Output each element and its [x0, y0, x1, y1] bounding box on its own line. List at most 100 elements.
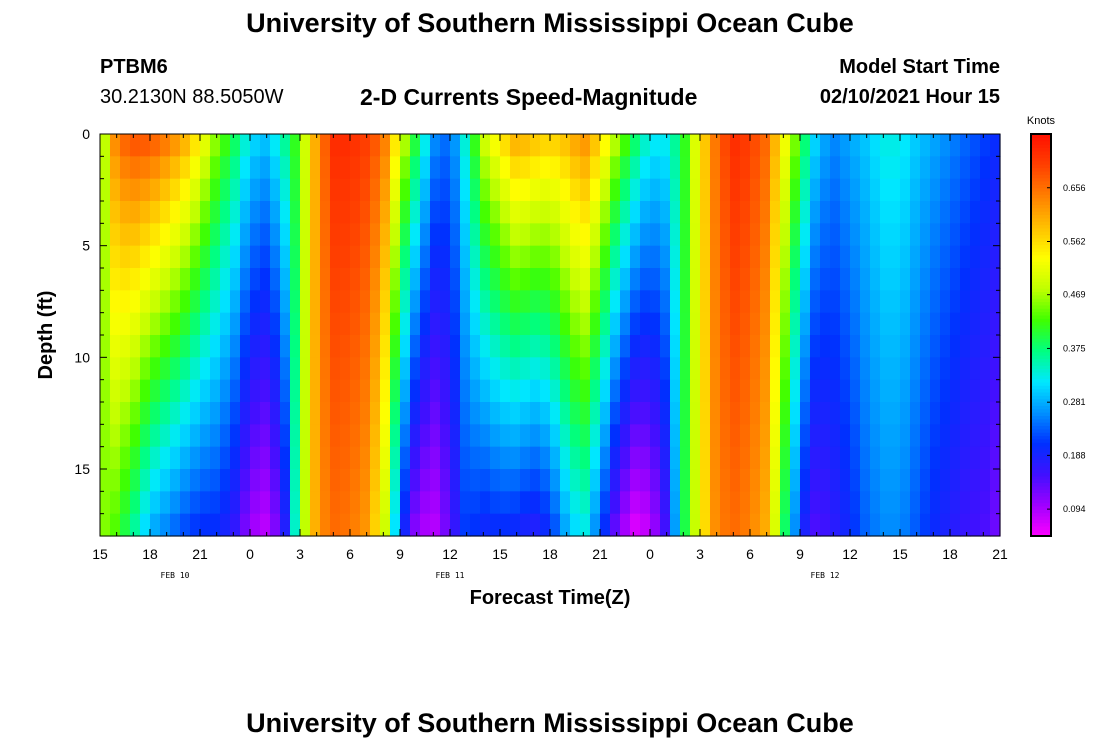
heatmap-cell [620, 335, 631, 358]
heatmap-cell [800, 491, 811, 515]
heatmap-cell [310, 268, 321, 291]
heatmap-cell [470, 491, 481, 515]
heatmap-cell [750, 446, 761, 470]
heatmap-cell [320, 178, 331, 202]
heatmap-cell [770, 379, 781, 403]
heatmap-cell [860, 134, 871, 157]
heatmap-cell [660, 469, 671, 492]
heatmap-cell [490, 513, 501, 537]
colorbar-swatch [1031, 435, 1051, 440]
heatmap-cell [520, 312, 531, 336]
heatmap-cell [830, 156, 841, 180]
heatmap-cell [690, 134, 701, 157]
heatmap-cell [550, 223, 561, 247]
heatmap-cell [240, 379, 251, 403]
heatmap-cell [350, 156, 361, 180]
heatmap-cell [810, 268, 821, 291]
heatmap-cell [900, 201, 911, 224]
heatmap-cell [120, 402, 131, 425]
heatmap-cell [910, 156, 921, 180]
heatmap-cell [220, 469, 231, 492]
heatmap-cell [280, 178, 291, 202]
heatmap-cell [120, 335, 131, 358]
heatmap-cell [630, 156, 641, 180]
heatmap-cell [440, 424, 451, 448]
heatmap-cell [380, 290, 391, 314]
heatmap-cell [960, 402, 971, 425]
heatmap-cell [740, 268, 751, 291]
heatmap-cell [530, 379, 541, 403]
heatmap-cell [570, 201, 581, 224]
heatmap-cell [960, 312, 971, 336]
heatmap-cell [680, 178, 691, 202]
heatmap-cell [420, 513, 431, 537]
heatmap-cell [290, 379, 301, 403]
heatmap-cell [460, 379, 471, 403]
heatmap-cell [760, 178, 771, 202]
colorbar-swatch [1031, 291, 1051, 296]
heatmap-cell [840, 335, 851, 358]
colorbar-swatch [1031, 197, 1051, 202]
heatmap-cell [390, 245, 401, 269]
heatmap-cell [520, 268, 531, 291]
heatmap-cell [250, 446, 261, 470]
heatmap-cell [530, 245, 541, 269]
heatmap-cell [300, 245, 311, 269]
colorbar-swatch [1031, 254, 1051, 259]
heatmap-cell [270, 178, 281, 202]
heatmap-cell [260, 201, 271, 224]
heatmap-cell [850, 424, 861, 448]
heatmap-cell [930, 134, 941, 157]
heatmap-cell [950, 424, 961, 448]
heatmap-cell [120, 513, 131, 537]
heatmap-cell [430, 446, 441, 470]
heatmap-cell [220, 491, 231, 515]
colorbar-swatch [1031, 184, 1051, 189]
heatmap-cell [500, 223, 511, 247]
heatmap-cell [530, 446, 541, 470]
heatmap-cell [880, 178, 891, 202]
heatmap-cell [110, 134, 121, 157]
heatmap-cell [340, 335, 351, 358]
heatmap-cell [210, 424, 221, 448]
heatmap-cell [670, 312, 681, 336]
heatmap-cell [400, 469, 411, 492]
heatmap-cell [770, 402, 781, 425]
heatmap-cell [180, 268, 191, 291]
heatmap-cell [270, 201, 281, 224]
heatmap-cell [730, 357, 741, 381]
heatmap-cell [310, 156, 321, 180]
heatmap-cell [560, 379, 571, 403]
heatmap-cell [910, 402, 921, 425]
heatmap-cell [900, 156, 911, 180]
heatmap-cell [650, 513, 661, 537]
heatmap-cell [290, 290, 301, 314]
heatmap-cell [720, 223, 731, 247]
heatmap-cell [590, 201, 601, 224]
colorbar-swatch [1031, 231, 1051, 236]
heatmap-cell [450, 491, 461, 515]
heatmap-cell [850, 245, 861, 269]
heatmap-cell [940, 513, 951, 537]
heatmap-cell [130, 446, 141, 470]
heatmap-cell [580, 134, 591, 157]
heatmap-cell [420, 268, 431, 291]
heatmap-cell [790, 446, 801, 470]
heatmap-cell [790, 290, 801, 314]
heatmap-cell [250, 223, 261, 247]
heatmap-cell [360, 201, 371, 224]
heatmap-cell [200, 156, 211, 180]
heatmap-cell [810, 379, 821, 403]
heatmap-cell [970, 513, 981, 537]
heatmap-cell [890, 268, 901, 291]
colorbar-swatch [1031, 412, 1051, 416]
heatmap-cell [490, 201, 501, 224]
heatmap-cell [460, 469, 471, 492]
heatmap-cell [920, 178, 931, 202]
heatmap-cell [850, 156, 861, 180]
colorbar-swatch [1031, 479, 1051, 483]
heatmap-cell [950, 491, 961, 515]
heatmap-cell [470, 424, 481, 448]
colorbar-tick-label: 0.281 [1063, 397, 1086, 407]
heatmap-cell [350, 201, 361, 224]
